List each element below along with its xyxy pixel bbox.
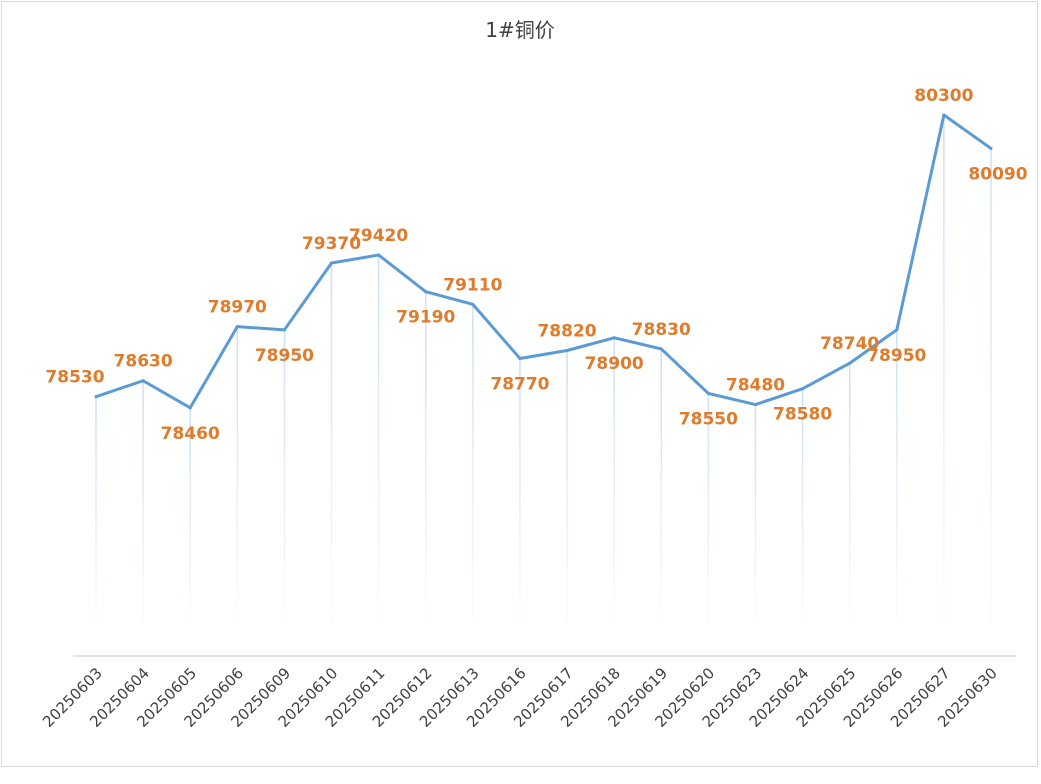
drop-line xyxy=(377,255,380,627)
data-point xyxy=(612,336,616,340)
drop-lines xyxy=(95,115,992,627)
drop-line xyxy=(424,291,427,626)
data-label: 80090 xyxy=(968,164,1027,184)
drop-line xyxy=(236,326,239,626)
data-label: 80300 xyxy=(914,86,973,106)
data-point xyxy=(848,361,852,365)
drop-line xyxy=(472,304,474,626)
drop-line xyxy=(707,393,710,626)
drop-line xyxy=(189,407,191,626)
drop-line xyxy=(330,263,333,626)
data-label: 78830 xyxy=(632,320,691,340)
data-label: 78740 xyxy=(820,334,879,354)
chart-title: 1#铜价 xyxy=(485,18,554,42)
series-line-segment xyxy=(471,302,522,360)
drop-line xyxy=(660,348,663,626)
drop-line xyxy=(283,329,286,626)
data-point xyxy=(424,290,428,294)
series-line-segment xyxy=(706,391,757,407)
data-label: 78820 xyxy=(537,322,596,342)
data-point xyxy=(330,261,334,265)
series-line-segment xyxy=(753,387,805,407)
data-point xyxy=(141,379,145,383)
series-line-segment xyxy=(518,349,569,360)
data-label: 78530 xyxy=(45,368,104,388)
data-point xyxy=(235,325,239,329)
data-point xyxy=(565,349,569,353)
data-point xyxy=(801,387,805,391)
drop-line xyxy=(754,404,757,626)
data-label: 79420 xyxy=(349,226,408,246)
data-label: 79190 xyxy=(396,308,455,328)
drop-line xyxy=(848,363,851,626)
series-line-segment xyxy=(377,253,428,294)
series-line-segment xyxy=(94,379,145,399)
data-label: 78900 xyxy=(585,354,644,374)
data-label: 78480 xyxy=(726,376,785,396)
data-point xyxy=(188,406,192,410)
data-label: 79370 xyxy=(302,234,361,254)
series-line-segment xyxy=(848,328,899,365)
data-point xyxy=(94,395,98,399)
drop-line xyxy=(801,388,804,626)
data-label: 78770 xyxy=(490,374,549,394)
series-line-segment xyxy=(942,113,993,150)
series-line-segment xyxy=(282,261,334,332)
data-label: 78950 xyxy=(255,346,314,366)
series-line-segment xyxy=(330,253,381,265)
series-line-segment xyxy=(188,325,239,410)
data-point xyxy=(753,403,757,407)
data-point xyxy=(377,253,381,257)
data-point xyxy=(989,146,993,150)
data-point xyxy=(471,302,475,306)
drop-line xyxy=(990,148,992,626)
series-line-segment xyxy=(235,325,286,332)
data-point xyxy=(518,356,522,360)
series-lines xyxy=(94,113,993,410)
data-label: 78550 xyxy=(679,409,738,429)
data-label: 78950 xyxy=(867,346,926,366)
drop-line xyxy=(566,350,568,626)
drop-line xyxy=(613,337,615,626)
series-line-segment xyxy=(565,336,616,353)
data-point xyxy=(659,347,663,351)
drop-line xyxy=(95,396,97,626)
series-line-segment xyxy=(659,347,710,395)
data-point xyxy=(706,391,710,395)
x-tick-labels: 2025060320250604202506052025060620250609… xyxy=(39,664,1001,731)
series-line-segment xyxy=(424,290,475,306)
drop-line xyxy=(519,358,521,626)
series-line-segment xyxy=(801,361,852,391)
data-point xyxy=(895,328,899,332)
drop-line xyxy=(943,115,945,627)
data-label: 78580 xyxy=(773,405,832,425)
data-point xyxy=(282,328,286,332)
series-line-segment xyxy=(895,113,946,332)
data-label: 79110 xyxy=(443,275,502,295)
drop-line xyxy=(896,329,898,626)
data-point xyxy=(942,113,946,117)
series-line-segment xyxy=(141,379,192,410)
data-label: 78630 xyxy=(114,352,173,372)
series-line-segment xyxy=(612,336,663,351)
drop-line xyxy=(142,380,144,626)
data-label: 78460 xyxy=(161,424,220,444)
data-label: 78970 xyxy=(208,298,267,318)
